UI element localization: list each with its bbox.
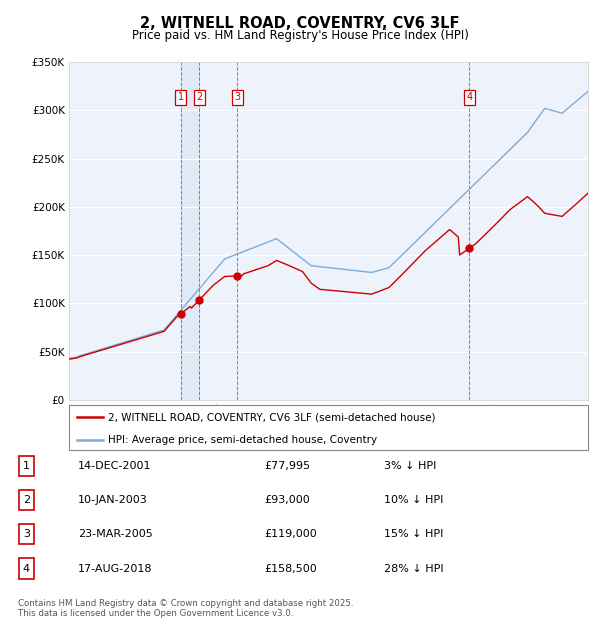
- Text: 15% ↓ HPI: 15% ↓ HPI: [384, 529, 443, 539]
- Text: 14-DEC-2001: 14-DEC-2001: [78, 461, 151, 471]
- FancyBboxPatch shape: [19, 559, 34, 578]
- Text: 2: 2: [23, 495, 30, 505]
- Text: 3: 3: [234, 92, 241, 102]
- Text: £119,000: £119,000: [264, 529, 317, 539]
- Text: 1: 1: [23, 461, 30, 471]
- Text: 2, WITNELL ROAD, COVENTRY, CV6 3LF: 2, WITNELL ROAD, COVENTRY, CV6 3LF: [140, 16, 460, 30]
- Text: 3% ↓ HPI: 3% ↓ HPI: [384, 461, 436, 471]
- Text: 23-MAR-2005: 23-MAR-2005: [78, 529, 153, 539]
- Text: 28% ↓ HPI: 28% ↓ HPI: [384, 564, 443, 574]
- FancyBboxPatch shape: [19, 525, 34, 544]
- Text: £158,500: £158,500: [264, 564, 317, 574]
- Text: 2: 2: [196, 92, 203, 102]
- Text: 4: 4: [466, 92, 472, 102]
- Text: HPI: Average price, semi-detached house, Coventry: HPI: Average price, semi-detached house,…: [108, 435, 377, 445]
- Text: Contains HM Land Registry data © Crown copyright and database right 2025.
This d: Contains HM Land Registry data © Crown c…: [18, 599, 353, 618]
- Text: Price paid vs. HM Land Registry's House Price Index (HPI): Price paid vs. HM Land Registry's House …: [131, 29, 469, 42]
- Text: 10% ↓ HPI: 10% ↓ HPI: [384, 495, 443, 505]
- FancyBboxPatch shape: [19, 490, 34, 510]
- FancyBboxPatch shape: [19, 456, 34, 476]
- Text: £77,995: £77,995: [264, 461, 310, 471]
- FancyBboxPatch shape: [69, 405, 588, 450]
- Bar: [181, 62, 199, 400]
- Text: 3: 3: [23, 529, 30, 539]
- Text: 10-JAN-2003: 10-JAN-2003: [78, 495, 148, 505]
- Text: 2, WITNELL ROAD, COVENTRY, CV6 3LF (semi-detached house): 2, WITNELL ROAD, COVENTRY, CV6 3LF (semi…: [108, 412, 436, 422]
- Text: 4: 4: [23, 564, 30, 574]
- Text: 1: 1: [178, 92, 184, 102]
- Text: £93,000: £93,000: [264, 495, 310, 505]
- Text: 17-AUG-2018: 17-AUG-2018: [78, 564, 152, 574]
